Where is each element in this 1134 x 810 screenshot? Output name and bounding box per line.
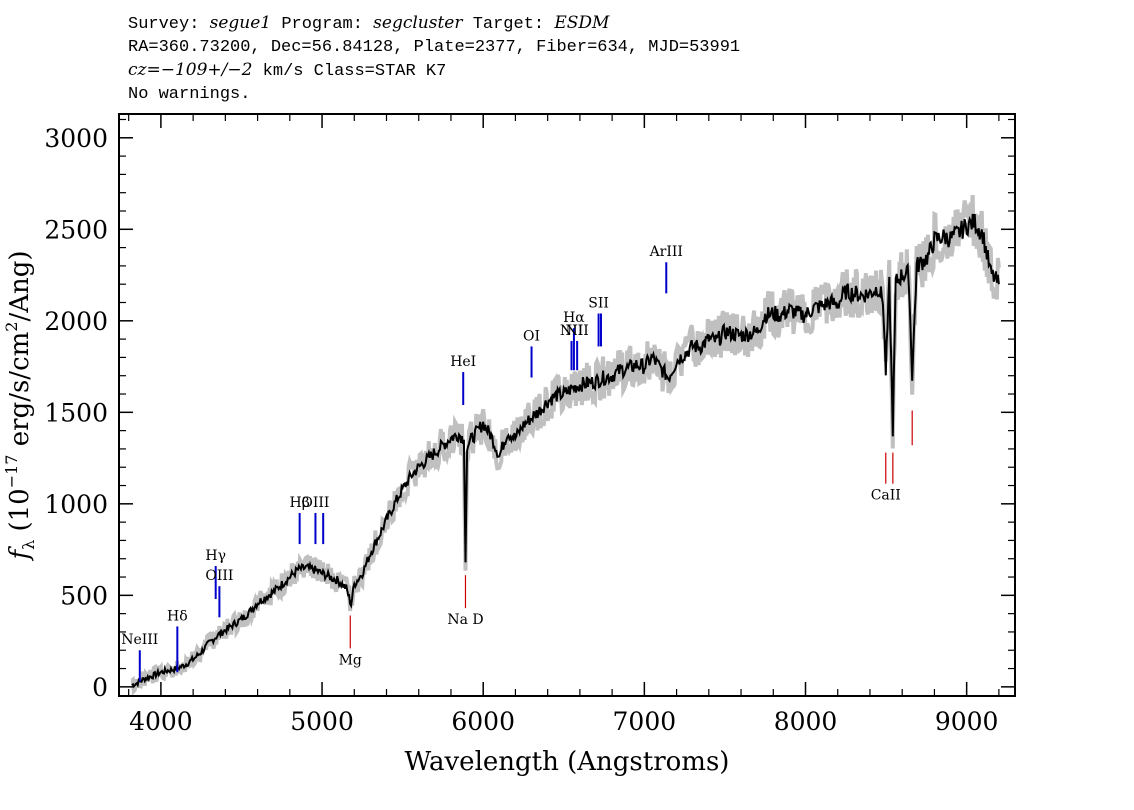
axis-ticks bbox=[119, 114, 1015, 696]
target-label: Target: bbox=[472, 15, 545, 34]
y-tick-label: 1500 bbox=[44, 398, 108, 427]
header-line-coordinates: RA=360.73200, Dec=56.84128, Plate=2377, … bbox=[128, 38, 741, 57]
y-tick-label: 2000 bbox=[44, 307, 108, 336]
y-tick-label: 500 bbox=[60, 581, 108, 610]
emission-line-label: OIII bbox=[301, 495, 329, 511]
target-value: ESDM bbox=[554, 13, 610, 33]
x-tick-label: 9000 bbox=[935, 707, 999, 736]
emission-line-label: OI bbox=[523, 328, 540, 344]
survey-value: segue1 bbox=[209, 13, 272, 33]
emission-line-label: NII bbox=[560, 323, 583, 339]
emission-line-label: Hα bbox=[563, 310, 585, 326]
emission-line-label: HeI bbox=[450, 354, 476, 370]
emission-line-label: SII bbox=[588, 295, 609, 311]
x-tick-label: 6000 bbox=[451, 707, 515, 736]
emission-line-label: Hβ bbox=[289, 495, 309, 511]
program-label: Program: bbox=[281, 15, 363, 34]
y-tick-label: 2500 bbox=[44, 215, 108, 244]
emission-line-label: ArIII bbox=[649, 244, 683, 260]
emission-line-label: Hδ bbox=[167, 608, 188, 624]
cz-value: −109+/−2 bbox=[160, 60, 253, 80]
emission-line-label: OIII bbox=[205, 568, 233, 584]
emission-line-label: NII bbox=[565, 323, 588, 339]
absorption-line-label: Na D bbox=[447, 612, 483, 628]
x-tick-label: 7000 bbox=[613, 707, 677, 736]
flux-line bbox=[131, 213, 1000, 689]
absorption-line-label: Mg bbox=[339, 652, 362, 668]
absorption-line-label: CaII bbox=[871, 488, 901, 504]
header-line-survey: Survey: segue1 Program: segcluster Targe… bbox=[128, 12, 740, 36]
y-tick-label: 0 bbox=[92, 673, 108, 702]
emission-line-label: Hγ bbox=[205, 548, 226, 564]
x-axis-title: Wavelength (Angstroms) bbox=[405, 747, 730, 777]
x-tick-label: 5000 bbox=[290, 707, 354, 736]
header-line-redshift: cz=−109+/−2 km/s Class=STAR K7 bbox=[128, 59, 740, 83]
x-tick-label: 8000 bbox=[774, 707, 838, 736]
emission-line-label: NeIII bbox=[121, 632, 158, 648]
y-axis-title-text: fλ (10−17 erg/s/cm2/Ang) bbox=[2, 250, 38, 561]
error-band-line bbox=[130, 194, 1001, 696]
y-tick-label: 1000 bbox=[44, 490, 108, 519]
plot-frame bbox=[118, 113, 1016, 697]
y-tick-label: 3000 bbox=[44, 124, 108, 153]
error-band bbox=[130, 194, 1001, 696]
x-tick-label: 4000 bbox=[129, 707, 193, 736]
spectrum-header: Survey: segue1 Program: segcluster Targe… bbox=[128, 12, 740, 106]
header-line-warnings: No warnings. bbox=[128, 85, 251, 104]
flux-series bbox=[131, 213, 1000, 689]
y-axis-title: fλ (10−17 erg/s/cm2/Ang) bbox=[2, 250, 38, 561]
cz-label: cz= bbox=[128, 60, 161, 80]
axis-tick-labels: 4000 5000 6000 7000 8000 9000 0 500 1000 1500 2000… bbox=[44, 124, 998, 736]
cz-class-text: km/s Class=STAR K7 bbox=[252, 62, 447, 81]
survey-label: Survey: bbox=[128, 15, 200, 34]
program-value: segcluster bbox=[373, 13, 463, 33]
